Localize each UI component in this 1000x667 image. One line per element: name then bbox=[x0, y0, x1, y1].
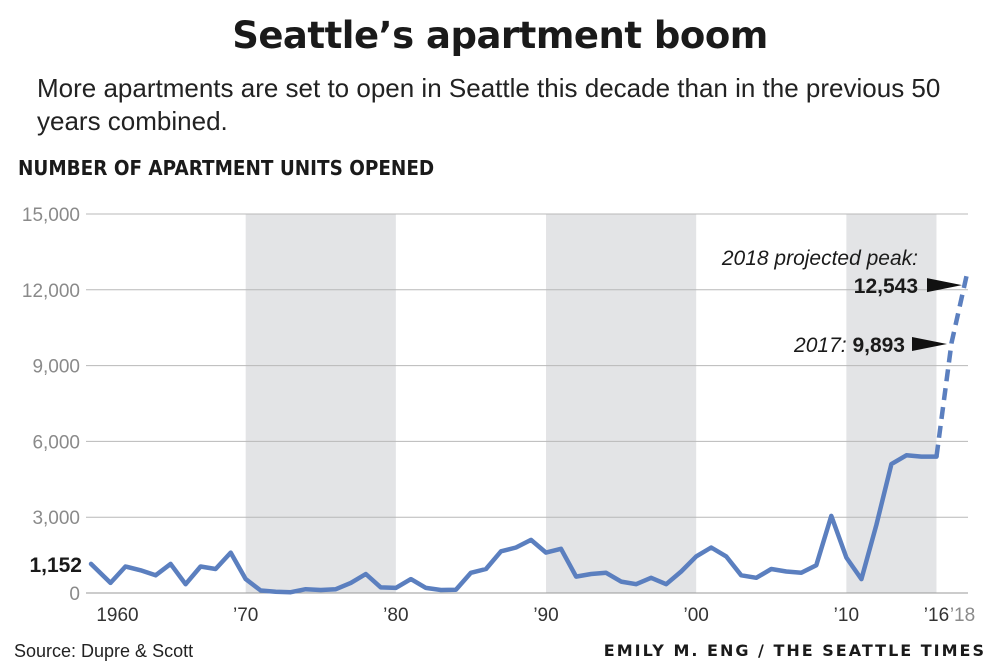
pointer-2018-icon bbox=[927, 278, 962, 293]
annotation-first-value: 1,152 bbox=[29, 554, 82, 577]
annotation-2017: 2017: 9,893 bbox=[793, 334, 905, 357]
pointer-2017-icon bbox=[912, 337, 947, 352]
y-tick-labels: 0 3,000 6,000 9,000 12,000 15,000 bbox=[22, 205, 80, 605]
source-note: Source: Dupre & Scott bbox=[14, 641, 194, 661]
gridlines bbox=[86, 213, 968, 594]
shade-band-0 bbox=[245, 214, 396, 593]
y-tick-label: 15,000 bbox=[22, 205, 80, 226]
y-tick-label: 9,000 bbox=[32, 357, 80, 378]
shade-band-2 bbox=[846, 214, 937, 593]
annotation-2018-label: 2018 projected peak: bbox=[721, 247, 918, 270]
y-axis-heading: NUMBER OF APARTMENT UNITS OPENED bbox=[18, 156, 435, 180]
data-lines bbox=[88, 275, 969, 595]
credit-line: EMILY M. ENG / THE SEATTLE TIMES bbox=[603, 641, 986, 660]
annotation-2018-value: 12,543 bbox=[854, 275, 918, 298]
projected-line bbox=[934, 275, 969, 457]
x-tick-label: ’18 bbox=[950, 605, 975, 626]
y-tick-label: 12,000 bbox=[22, 281, 80, 302]
x-tick-label: ’10 bbox=[834, 605, 859, 626]
x-tick-labels: 1960 ’70 ’80 ’90 ’00 ’10 ’16’18 bbox=[96, 605, 975, 626]
y-tick-label: 0 bbox=[69, 584, 80, 605]
x-tick-label: 1960 bbox=[96, 605, 138, 626]
shade-band-1 bbox=[546, 214, 697, 593]
chart-title: Seattle’s apartment boom bbox=[232, 14, 768, 57]
x-tick-label: ’90 bbox=[533, 605, 558, 626]
y-tick-label: 3,000 bbox=[32, 508, 80, 529]
shaded-decades bbox=[245, 214, 937, 593]
x-tick-label: ’00 bbox=[684, 605, 709, 626]
chart-subtitle: More apartments are set to open in Seatt… bbox=[37, 73, 941, 136]
y-tick-label: 6,000 bbox=[32, 432, 80, 453]
x-tick-label: ’70 bbox=[233, 605, 258, 626]
annotations: 1,152 2017: 9,893 2018 projected peak: 12,5… bbox=[29, 247, 962, 577]
x-tick-label: ’16 bbox=[924, 605, 949, 626]
data-line bbox=[88, 453, 939, 595]
x-tick-label: ’80 bbox=[383, 605, 408, 626]
